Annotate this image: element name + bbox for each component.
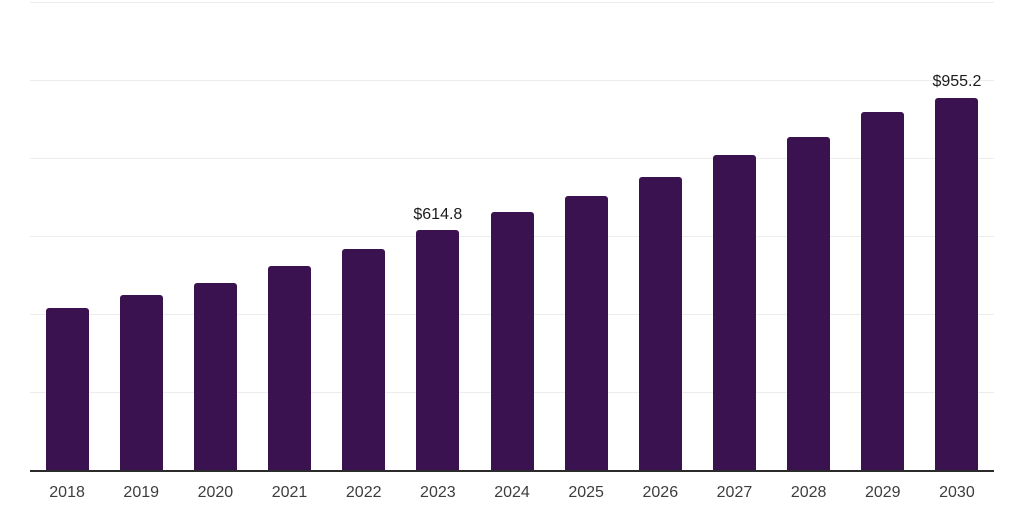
x-tick-label-2022: 2022 bbox=[345, 484, 382, 501]
grid-line-1000 bbox=[30, 79, 994, 81]
x-tick-label-2019: 2019 bbox=[123, 484, 160, 501]
x-axis-labels: 2018 2019 2020 2021 2022 2023 2024 2025 2026 2027… bbox=[30, 484, 994, 504]
x-tick-label-2018: 2018 bbox=[49, 484, 85, 501]
bar-2026 bbox=[638, 176, 682, 471]
x-tick-label-2024: 2024 bbox=[494, 484, 530, 501]
bar-2023 bbox=[416, 230, 460, 471]
bar-2025 bbox=[564, 196, 608, 471]
x-axis-line bbox=[30, 469, 994, 472]
data-label-2030: $955.2 bbox=[932, 73, 982, 91]
x-tick-label-2025: 2025 bbox=[568, 484, 604, 501]
bar-2021 bbox=[268, 265, 312, 471]
x-tick-label-2030: 2030 bbox=[939, 484, 975, 501]
x-tick-label-2020: 2020 bbox=[197, 484, 234, 501]
data-label-2023: $614.8 bbox=[413, 205, 463, 223]
bar-2028 bbox=[787, 136, 831, 471]
bar-2019 bbox=[119, 294, 163, 471]
x-tick-label-2029: 2029 bbox=[864, 484, 901, 501]
bars-layer: $614.8 $955.2 bbox=[30, 0, 994, 471]
bar-2030 bbox=[935, 97, 979, 471]
x-tick-label-2027: 2027 bbox=[716, 484, 753, 501]
x-tick-label-2021: 2021 bbox=[271, 484, 308, 501]
grid-line-800 bbox=[30, 157, 994, 159]
bar-2018 bbox=[45, 307, 89, 471]
grid-line-1200 bbox=[30, 1, 994, 3]
x-tick-label-2023: 2023 bbox=[420, 484, 456, 501]
x-tick-label-2028: 2028 bbox=[790, 484, 827, 501]
bar-2027 bbox=[712, 155, 756, 471]
bar-2029 bbox=[861, 111, 905, 471]
bar-2024 bbox=[490, 211, 534, 471]
bar-2020 bbox=[193, 282, 237, 471]
bar-2022 bbox=[342, 248, 386, 471]
x-tick-label-2026: 2026 bbox=[642, 484, 679, 501]
